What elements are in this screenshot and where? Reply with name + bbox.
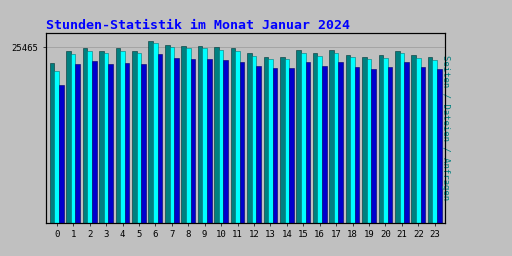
Bar [346, 55, 350, 223]
Bar [137, 53, 141, 223]
Bar [240, 61, 244, 223]
Bar [99, 50, 104, 223]
Bar [273, 68, 278, 223]
Bar [190, 59, 195, 223]
Bar [71, 54, 75, 223]
Bar [141, 64, 146, 223]
Bar [433, 60, 437, 223]
Bar [59, 85, 63, 223]
Bar [416, 58, 421, 223]
Bar [355, 67, 359, 223]
Bar [198, 46, 202, 223]
Bar [421, 67, 425, 223]
Bar [125, 63, 130, 223]
Bar [301, 52, 306, 223]
Bar [378, 55, 383, 223]
Bar [235, 50, 240, 223]
Bar [219, 50, 223, 223]
Bar [399, 52, 404, 223]
Bar [202, 48, 207, 223]
Bar [383, 58, 388, 223]
Bar [109, 64, 113, 223]
Text: Stunden-Statistik im Monat Januar 2024: Stunden-Statistik im Monat Januar 2024 [46, 19, 350, 32]
Bar [165, 45, 169, 223]
Bar [116, 48, 120, 223]
Bar [50, 63, 54, 223]
Bar [120, 51, 125, 223]
Bar [158, 54, 162, 223]
Bar [412, 55, 416, 223]
Bar [223, 60, 228, 223]
Bar [230, 48, 235, 223]
Bar [247, 53, 252, 223]
Bar [207, 59, 211, 223]
Bar [148, 41, 153, 223]
Bar [186, 48, 190, 223]
Bar [92, 61, 97, 223]
Bar [169, 47, 174, 223]
Bar [428, 57, 433, 223]
Y-axis label: Seiten / Dateien / Anfragen: Seiten / Dateien / Anfragen [441, 56, 450, 200]
Bar [280, 57, 285, 223]
Bar [66, 50, 71, 223]
Bar [388, 67, 392, 223]
Bar [437, 69, 442, 223]
Bar [54, 71, 59, 223]
Bar [338, 62, 343, 223]
Bar [306, 62, 310, 223]
Bar [367, 59, 371, 223]
Bar [317, 56, 322, 223]
Bar [329, 50, 334, 223]
Bar [350, 57, 355, 223]
Bar [268, 59, 273, 223]
Bar [395, 50, 399, 223]
Bar [252, 56, 257, 223]
Bar [285, 59, 289, 223]
Bar [404, 62, 409, 223]
Bar [104, 53, 109, 223]
Bar [88, 50, 92, 223]
Bar [371, 69, 376, 223]
Bar [362, 57, 367, 223]
Bar [313, 53, 317, 223]
Bar [264, 57, 268, 223]
Bar [153, 43, 158, 223]
Bar [322, 66, 327, 223]
Bar [257, 66, 261, 223]
Bar [289, 68, 294, 223]
Bar [75, 64, 80, 223]
Bar [296, 50, 301, 223]
Bar [83, 48, 88, 223]
Bar [181, 46, 186, 223]
Bar [334, 52, 338, 223]
Bar [174, 58, 179, 223]
Bar [214, 47, 219, 223]
Bar [132, 50, 137, 223]
